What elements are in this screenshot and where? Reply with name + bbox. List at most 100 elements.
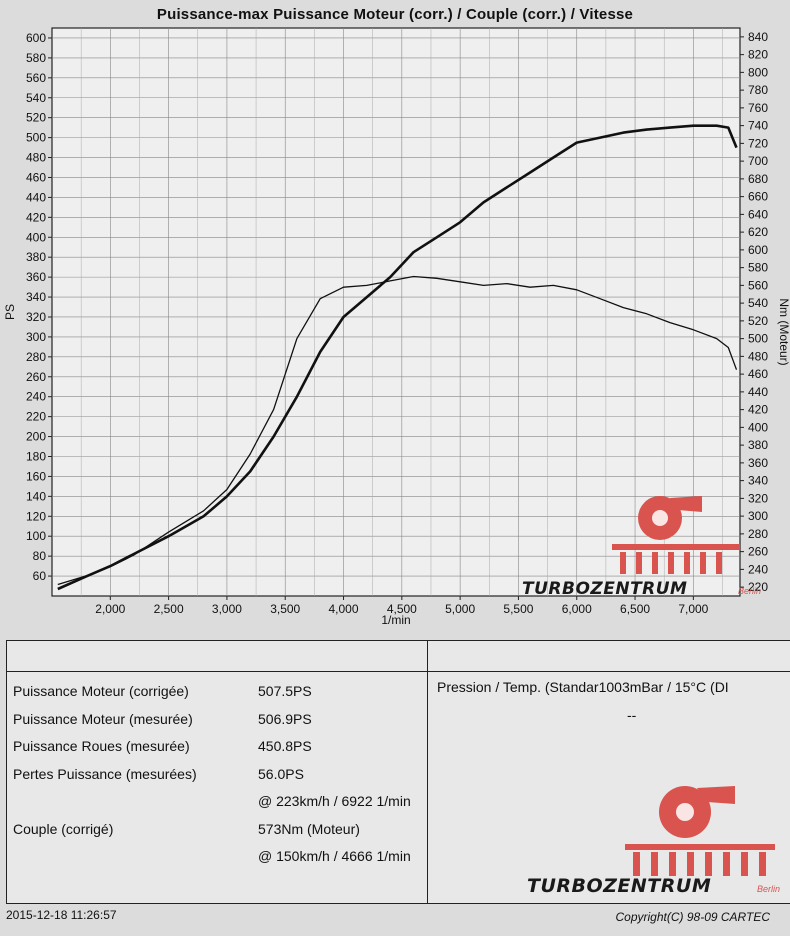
result-label: Puissance Moteur (mesurée) bbox=[13, 710, 193, 727]
y-left-tick-label: 480 bbox=[26, 151, 46, 165]
y-right-tick-label: 560 bbox=[748, 278, 768, 292]
y-right-tick-label: 620 bbox=[748, 225, 768, 239]
table-divider-vertical bbox=[427, 641, 428, 903]
y-left-tick-label: 580 bbox=[26, 51, 46, 65]
result-value: 506.9PS bbox=[258, 710, 312, 727]
y-left-tick-label: 420 bbox=[26, 210, 46, 224]
y-right-tick-label: 480 bbox=[748, 349, 768, 363]
y-left-tick-label: 560 bbox=[26, 71, 46, 85]
y-right-tick-label: 260 bbox=[748, 545, 768, 559]
x-tick-label: 6,000 bbox=[562, 602, 592, 616]
turbozentrum-logo-bottom: TURBOZENTRUM Berlin bbox=[527, 786, 780, 897]
result-label: Puissance Moteur (corrigée) bbox=[13, 683, 189, 699]
y-right-tick-label: 460 bbox=[748, 367, 768, 381]
y-right-tick-label: 800 bbox=[748, 65, 768, 79]
y-right-tick-label: 820 bbox=[748, 48, 768, 62]
y-right-tick-label: 300 bbox=[748, 509, 768, 523]
chart-title: Puissance-max Puissance Moteur (corr.) /… bbox=[156, 6, 634, 23]
y-left-tick-label: 240 bbox=[26, 390, 46, 404]
result-value: 56.0PS bbox=[258, 765, 304, 782]
y-right-tick-label: 680 bbox=[748, 172, 768, 186]
y-right-tick-label: 340 bbox=[748, 474, 768, 488]
y-right-tick-label: 320 bbox=[748, 491, 768, 505]
x-tick-label: 2,000 bbox=[95, 602, 125, 616]
result-label: Pertes Puissance (mesurées) bbox=[13, 765, 197, 782]
result-value: 450.8PS bbox=[258, 738, 312, 754]
y-right-tick-label: 500 bbox=[748, 332, 768, 346]
x-tick-label: 7,000 bbox=[678, 602, 708, 616]
y-left-tick-label: 400 bbox=[26, 230, 46, 244]
x-tick-label: 3,500 bbox=[270, 602, 300, 616]
y-right-tick-label: 720 bbox=[748, 136, 768, 150]
turbozentrum-logo-top: TURBOZENTRUM Berlin bbox=[522, 496, 761, 599]
y-right-tick-label: 580 bbox=[748, 261, 768, 275]
y-left-tick-label: 520 bbox=[26, 111, 46, 125]
y-right-tick-label: 360 bbox=[748, 456, 768, 470]
y-left-tick-label: 460 bbox=[26, 170, 46, 184]
y-right-tick-label: 280 bbox=[748, 527, 768, 541]
gate-icon bbox=[612, 544, 740, 574]
logo-text: TURBOZENTRUM bbox=[527, 875, 711, 897]
x-axis-label: 1/min bbox=[381, 613, 410, 627]
result-value: 573Nm (Moteur) bbox=[258, 820, 360, 837]
x-tick-label: 4,500 bbox=[387, 602, 417, 616]
result-label: Couple (corrigé) bbox=[13, 820, 114, 837]
y-left-tick-label: 80 bbox=[33, 549, 47, 563]
turbo-icon bbox=[659, 786, 735, 838]
y-right-tick-label: 780 bbox=[748, 83, 768, 97]
results-table: Puissance Moteur (corrigée) 507.5PS Puissa… bbox=[6, 640, 790, 904]
power-curve bbox=[57, 124, 738, 591]
copyright: Copyright(C) 98-09 CARTEC bbox=[615, 910, 771, 924]
y-left-tick-label: 60 bbox=[33, 569, 47, 583]
y-left-tick-label: 300 bbox=[26, 330, 46, 344]
timestamp: 2015-12-18 11:26:57 bbox=[6, 908, 117, 922]
x-tick-label: 3,000 bbox=[212, 602, 242, 616]
y-right-tick-label: 600 bbox=[748, 243, 768, 257]
result-value: 507.5PS bbox=[258, 683, 312, 699]
y-right-tick-label: 760 bbox=[748, 101, 768, 115]
y-left-tick-label: 500 bbox=[26, 131, 46, 145]
y-left-tick-label: 120 bbox=[26, 509, 46, 523]
y-left-tick-label: 440 bbox=[26, 190, 46, 204]
result-label: Puissance Roues (mesurée) bbox=[13, 738, 190, 754]
gate-icon bbox=[625, 844, 775, 876]
x-tick-label: 4,000 bbox=[329, 602, 359, 616]
y-left-tick-label: 220 bbox=[26, 410, 46, 424]
x-tick-label: 5,000 bbox=[445, 602, 475, 616]
y-right-tick-label: 220 bbox=[748, 580, 768, 594]
plot-area bbox=[51, 27, 741, 597]
pressure-value: -- bbox=[627, 707, 637, 723]
logo-text: TURBOZENTRUM bbox=[522, 579, 687, 599]
y-left-tick-label: 320 bbox=[26, 310, 46, 324]
y-left-tick-label: 180 bbox=[26, 449, 46, 463]
y-left-tick-label: 160 bbox=[26, 469, 46, 483]
y-right-tick-label: 540 bbox=[748, 296, 768, 310]
y-left-tick-label: 140 bbox=[26, 489, 46, 503]
y-left-tick-label: 540 bbox=[26, 91, 46, 105]
y-left-tick-label: 380 bbox=[26, 250, 46, 264]
y-right-tick-label: 740 bbox=[748, 119, 768, 133]
y-left-tick-label: 360 bbox=[26, 270, 46, 284]
y-right-axis-label: Nm (Moteur) bbox=[777, 298, 790, 365]
x-tick-label: 6,500 bbox=[620, 602, 650, 616]
y-left-tick-label: 200 bbox=[26, 430, 46, 444]
y-right-tick-label: 240 bbox=[748, 562, 768, 576]
y-left-tick-label: 280 bbox=[26, 350, 46, 364]
y-left-tick-label: 260 bbox=[26, 370, 46, 384]
dyno-chart: 60 80 100 120 140 160 180 200 220 240 260 280 300 320… bbox=[3, 27, 790, 627]
y-right-tick-label: 400 bbox=[748, 420, 768, 434]
y-right-tick-label: 700 bbox=[748, 154, 768, 168]
y-right-tick-label: 380 bbox=[748, 438, 768, 452]
y-right-tick-label: 840 bbox=[748, 30, 768, 44]
turbo-icon bbox=[638, 496, 702, 540]
y-right-tick-label: 440 bbox=[748, 385, 768, 399]
x-tick-label: 2,500 bbox=[154, 602, 184, 616]
pressure-temp-text: Pression / Temp. (Standar1003mBar / 15°C… bbox=[437, 679, 729, 695]
y-left-tick-label: 100 bbox=[26, 529, 46, 543]
y-left-tick-label: 340 bbox=[26, 290, 46, 304]
table-divider-horizontal bbox=[7, 671, 790, 672]
x-tick-label: 5,500 bbox=[503, 602, 533, 616]
result-value: @ 150km/h / 4666 1/min bbox=[258, 848, 411, 864]
logo-subtext: Berlin bbox=[757, 884, 780, 894]
